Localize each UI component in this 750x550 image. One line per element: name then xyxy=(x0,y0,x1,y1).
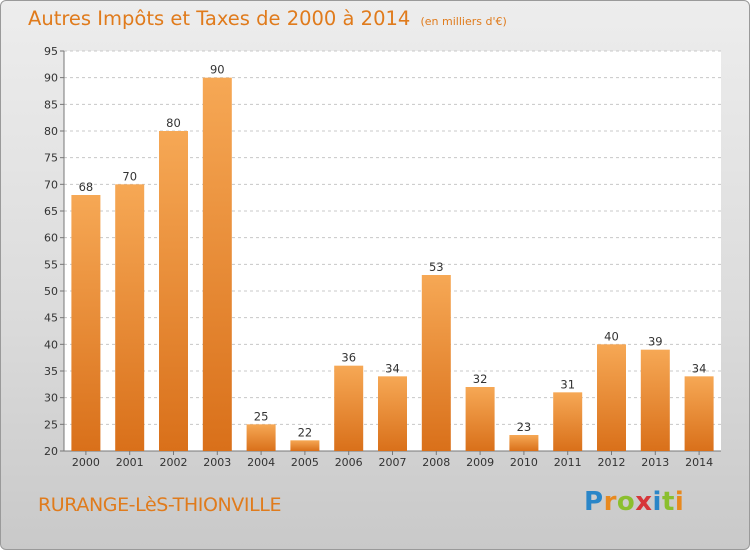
y-tick-label: 70 xyxy=(44,178,58,191)
logo-letter: r xyxy=(603,487,617,517)
x-tick-label: 2003 xyxy=(203,456,231,469)
x-tick-label: 2012 xyxy=(598,456,626,469)
data-label: 31 xyxy=(560,377,575,391)
logo-letter: i xyxy=(674,487,685,517)
data-label: 53 xyxy=(429,260,444,274)
bar xyxy=(684,376,714,451)
bar xyxy=(465,387,495,451)
bar xyxy=(509,435,539,451)
bar xyxy=(246,424,276,451)
data-label: 90 xyxy=(210,63,225,77)
y-tick-label: 60 xyxy=(44,232,58,245)
logo-letter: t xyxy=(661,487,675,517)
bar xyxy=(290,440,320,451)
bar xyxy=(640,349,670,451)
data-label: 34 xyxy=(692,361,707,375)
y-tick-label: 65 xyxy=(44,205,58,218)
chart-title: Autres Impôts et Taxes de 2000 à 2014 (e… xyxy=(28,7,507,30)
logo-letter: o xyxy=(616,487,636,517)
bar xyxy=(71,195,101,451)
bar xyxy=(115,184,145,452)
logo-letter: x xyxy=(635,487,653,517)
y-tick-label: 95 xyxy=(44,45,58,58)
bar xyxy=(202,77,232,452)
x-tick-label: 2011 xyxy=(554,456,582,469)
logo-letter: P xyxy=(584,487,604,517)
y-tick-label: 55 xyxy=(44,258,58,271)
x-tick-label: 2000 xyxy=(72,456,100,469)
y-tick-label: 20 xyxy=(44,445,58,458)
bar xyxy=(334,365,364,451)
data-label: 80 xyxy=(166,116,181,130)
y-tick-label: 30 xyxy=(44,392,58,405)
x-tick-label: 2009 xyxy=(466,456,494,469)
x-tick-label: 2005 xyxy=(291,456,319,469)
data-label: 22 xyxy=(298,425,313,439)
town-name: RURANGE-LèS-THIONVILLE xyxy=(38,494,282,516)
chart-title-text: Autres Impôts et Taxes de 2000 à 2014 xyxy=(28,7,411,30)
bar xyxy=(553,392,583,451)
bar xyxy=(597,344,626,451)
y-tick-label: 35 xyxy=(44,365,58,378)
bar xyxy=(378,376,407,451)
y-tick-label: 25 xyxy=(44,418,58,431)
y-tick-label: 85 xyxy=(44,98,58,111)
x-tick-label: 2008 xyxy=(422,456,450,469)
data-label: 40 xyxy=(604,329,619,343)
x-tick-label: 2013 xyxy=(641,456,669,469)
y-tick-label: 40 xyxy=(44,338,58,351)
x-tick-label: 2006 xyxy=(335,456,363,469)
data-label: 34 xyxy=(385,361,400,375)
y-tick-label: 80 xyxy=(44,125,58,138)
chart-unit: (en milliers d'€) xyxy=(420,15,507,28)
y-tick-label: 90 xyxy=(44,72,58,85)
data-label: 32 xyxy=(473,372,488,386)
y-tick-label: 45 xyxy=(44,312,58,325)
proxiti-logo: Proxiti xyxy=(584,487,684,517)
bar xyxy=(159,131,188,451)
data-label: 68 xyxy=(79,180,94,194)
x-tick-label: 2002 xyxy=(160,456,188,469)
data-label: 39 xyxy=(648,335,663,349)
x-tick-label: 2004 xyxy=(247,456,275,469)
bar xyxy=(421,275,451,451)
data-label: 25 xyxy=(254,409,269,423)
logo-letter: i xyxy=(652,487,662,517)
data-label: 70 xyxy=(122,169,137,183)
y-tick-label: 50 xyxy=(44,285,58,298)
data-label: 23 xyxy=(517,420,532,434)
data-label: 36 xyxy=(341,351,356,365)
x-tick-label: 2001 xyxy=(116,456,144,469)
y-tick-label: 75 xyxy=(44,152,58,165)
x-tick-label: 2010 xyxy=(510,456,538,469)
x-tick-label: 2014 xyxy=(685,456,713,469)
x-tick-label: 2007 xyxy=(379,456,407,469)
